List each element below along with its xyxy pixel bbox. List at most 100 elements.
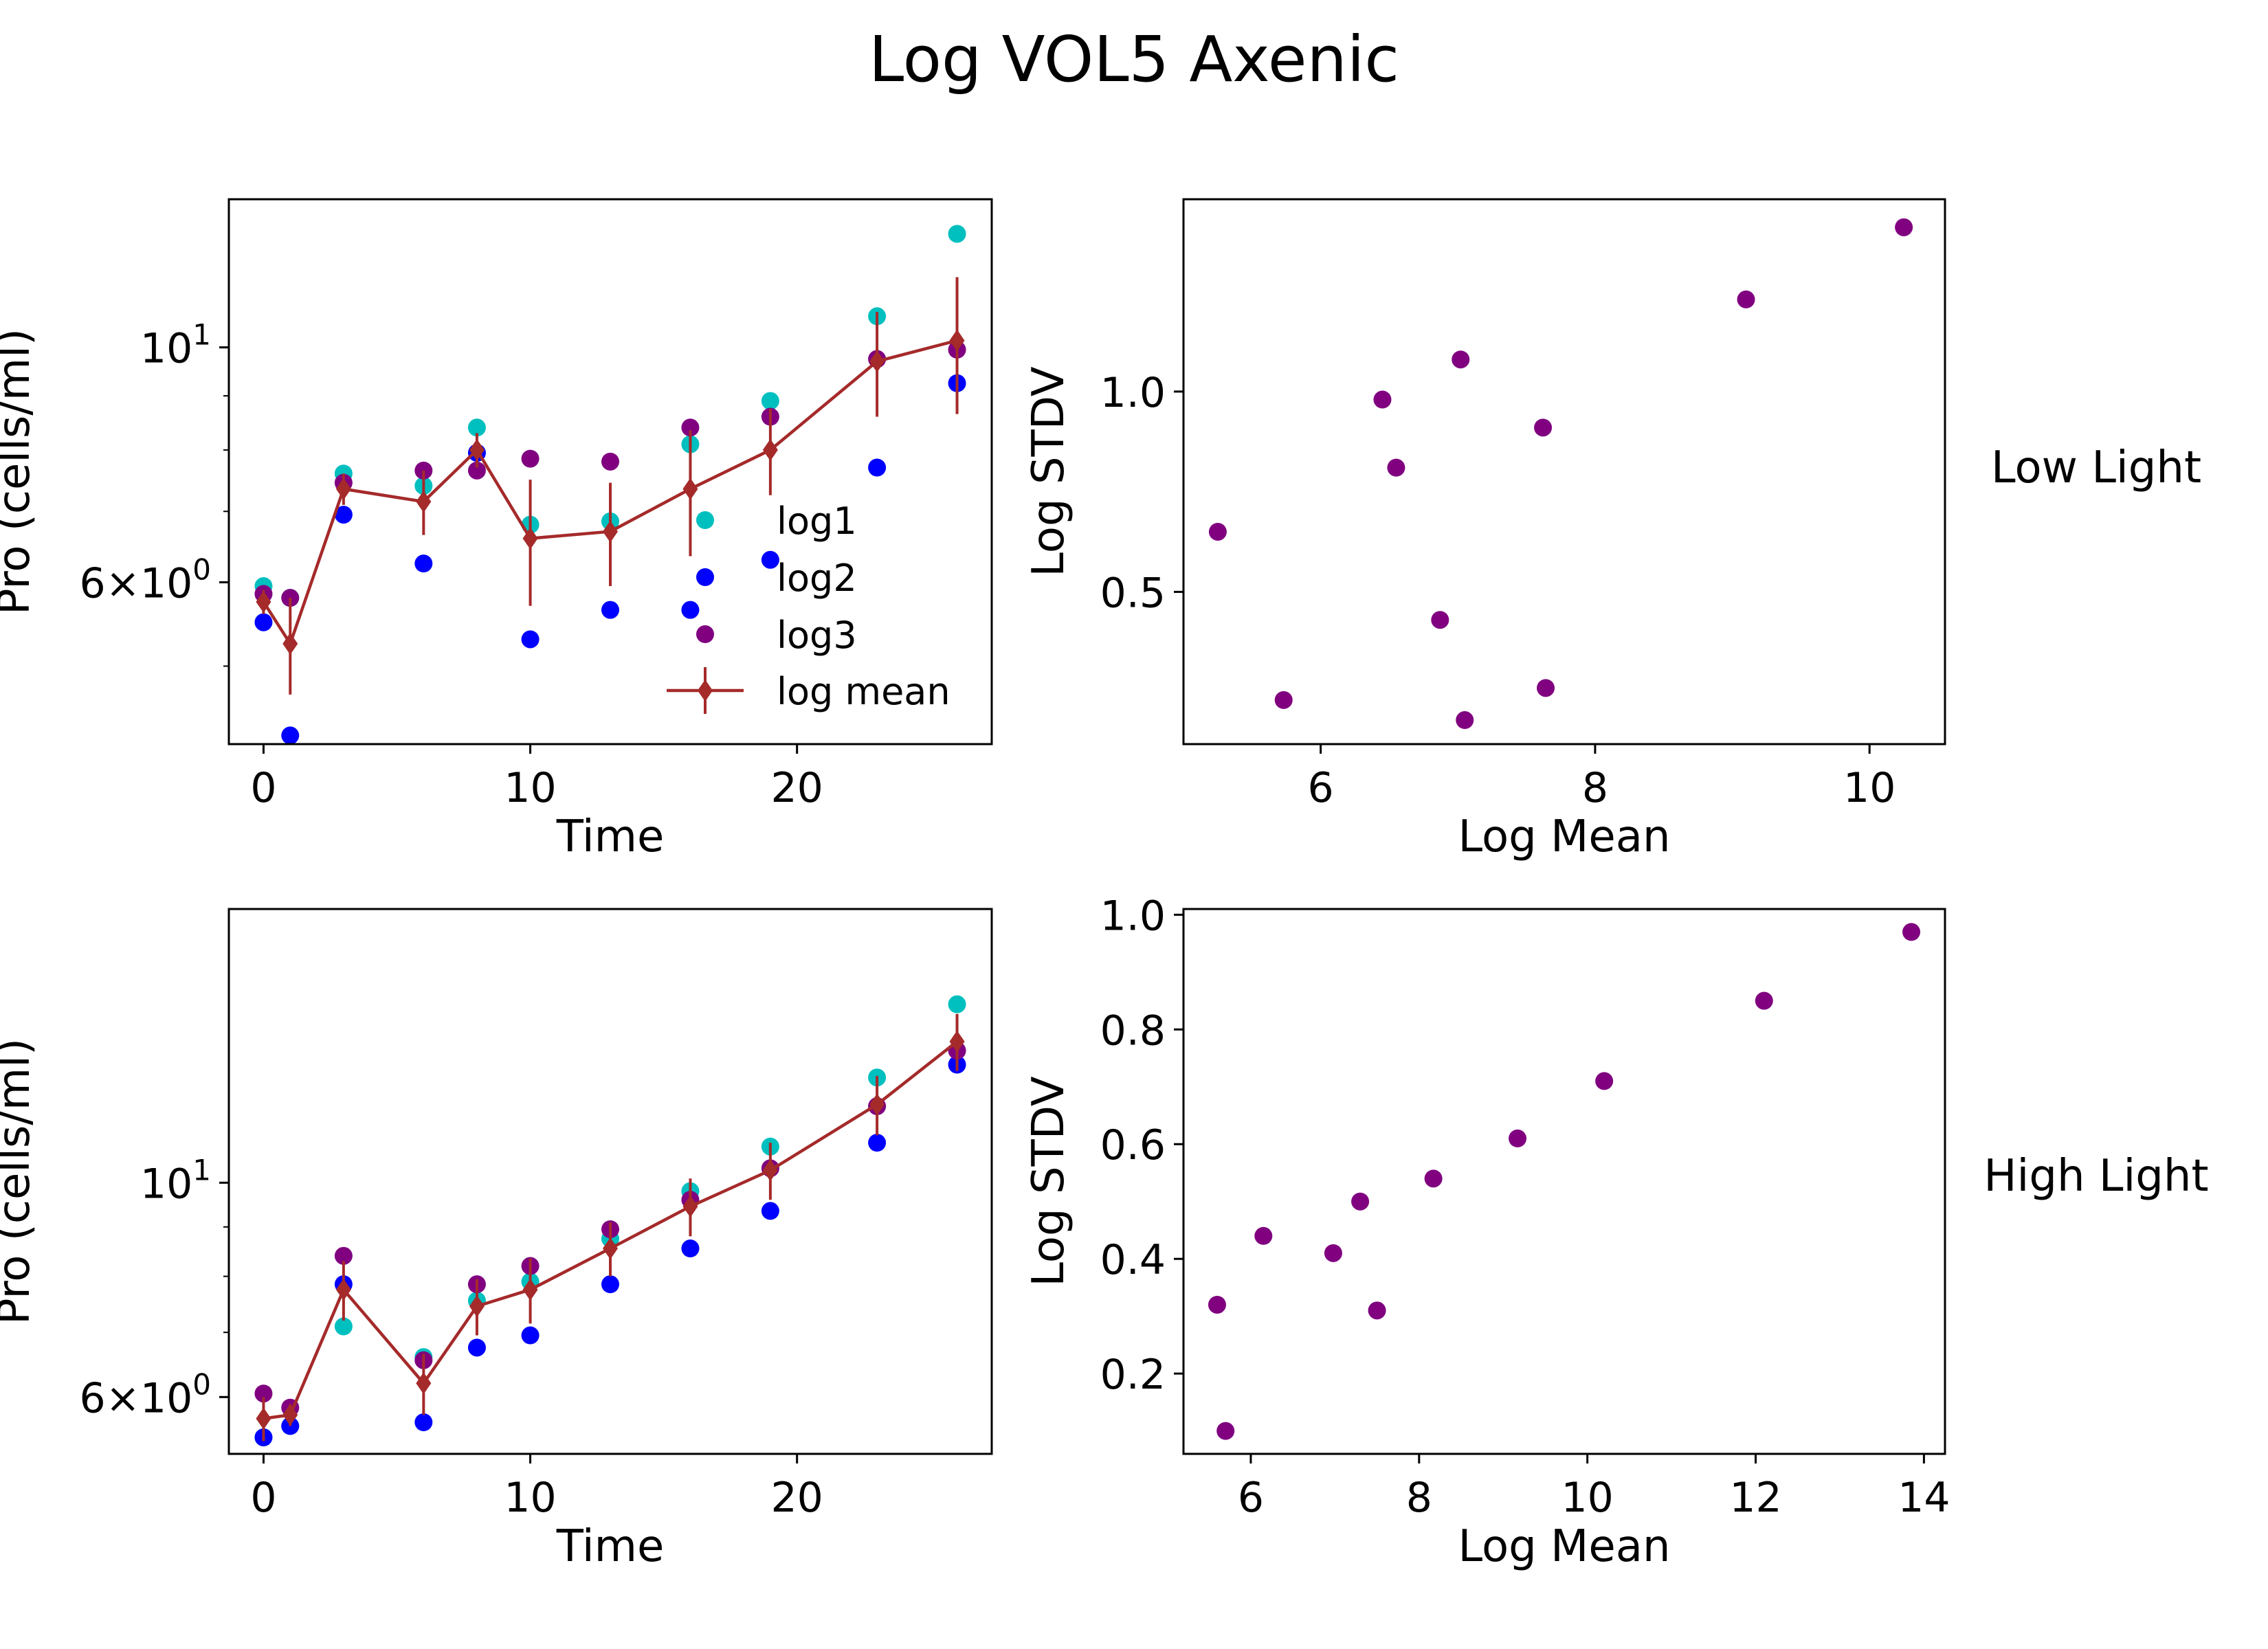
y-tick-label: 0.6 <box>1100 1121 1166 1169</box>
x-tick-label: 10 <box>504 1474 556 1522</box>
axes-frame <box>227 908 993 1455</box>
y-tick-label: 1.0 <box>1100 892 1166 940</box>
x-tick-label: 6 <box>1308 764 1334 812</box>
point-log3 <box>601 452 619 471</box>
point-log2 <box>601 601 619 619</box>
point-log-mean <box>869 350 885 372</box>
point-log-mean <box>469 1295 485 1318</box>
legend-label-log2: log2 <box>777 557 857 600</box>
x-tick-label: 0 <box>250 1474 276 1522</box>
scatter-point <box>1387 458 1405 477</box>
scatter-point <box>1595 1072 1614 1090</box>
figure-title: Log VOL5 Axenic <box>869 23 1399 96</box>
y-tick-label: 101 <box>140 1153 211 1208</box>
point-log-mean <box>682 478 698 500</box>
scatter-point <box>1902 923 1921 941</box>
point-log2 <box>334 506 353 524</box>
high-light-stdv-panel: 6 8 10 12 14 0.2 0.4 0.6 0.8 1.0 Log Mean Log STDV <box>1023 892 1950 1572</box>
point-log-mean <box>256 590 271 613</box>
scatter-point <box>1274 691 1293 709</box>
point-log-mean <box>416 491 432 513</box>
point-log2 <box>868 1134 887 1152</box>
point-log-mean <box>282 632 298 655</box>
point-log2 <box>761 550 779 569</box>
point-log-mean <box>762 438 778 461</box>
point-log1 <box>948 225 966 243</box>
point-log-mean <box>949 1030 965 1053</box>
point-log2 <box>868 458 887 477</box>
point-log-mean <box>762 1159 778 1182</box>
point-log2 <box>281 726 300 744</box>
scatter-point <box>1373 390 1392 409</box>
y-tick-label: 0.2 <box>1100 1351 1166 1399</box>
legend-label-log-mean: log mean <box>777 670 950 713</box>
y-tick-label: 6×100 <box>79 552 211 607</box>
scatter-point <box>1755 991 1773 1010</box>
y-tick-label: 6×100 <box>79 1367 211 1422</box>
x-tick-label: 10 <box>504 764 556 812</box>
legend: log1 log2 log3 log mean <box>667 500 950 714</box>
legend-label-log3: log3 <box>777 614 857 657</box>
point-log-mean <box>869 1093 885 1116</box>
point-log3 <box>681 418 700 437</box>
point-log2 <box>681 601 700 619</box>
y-axis-label: Log STDV <box>1023 1076 1074 1287</box>
scatter-point <box>1737 290 1755 309</box>
point-log1 <box>948 995 966 1013</box>
point-log-mean <box>469 438 485 461</box>
point-log3 <box>521 449 540 468</box>
scatter-point <box>1537 679 1555 697</box>
y-tick-label: 101 <box>140 318 211 373</box>
scatter-point <box>1324 1244 1342 1262</box>
y-axis-label: Pro (cells/ml) <box>0 1038 40 1325</box>
low-light-stdv-panel: 6 8 10 0.5 1.0 Log Mean Log STDV <box>1023 198 1946 862</box>
point-log-mean <box>949 329 965 352</box>
point-log2 <box>414 554 433 573</box>
point-log2 <box>254 613 273 631</box>
x-tick-label: 8 <box>1406 1474 1432 1522</box>
point-log-mean <box>335 1279 351 1301</box>
y-axis-label: Log STDV <box>1023 366 1074 577</box>
point-log-mean <box>282 1404 298 1426</box>
y-tick-label: 0.8 <box>1100 1007 1166 1055</box>
point-log3 <box>334 1246 353 1265</box>
point-log-mean <box>603 520 618 543</box>
x-tick-label: 6 <box>1238 1474 1264 1522</box>
point-log2 <box>681 1239 700 1258</box>
x-axis-label: Log Mean <box>1458 1521 1670 1572</box>
x-tick-label: 8 <box>1582 764 1608 812</box>
x-tick-label: 14 <box>1898 1474 1950 1522</box>
x-tick-label: 12 <box>1729 1474 1781 1522</box>
point-log1 <box>334 1317 353 1336</box>
y-tick-label: 1.0 <box>1100 369 1166 417</box>
x-axis-label: Time <box>556 811 665 862</box>
high-light-time-panel: 0 10 20 101 6×100 Time Pro (cells/ml) <box>0 908 993 1572</box>
point-log-mean <box>522 1279 538 1301</box>
scatter-point <box>1208 1295 1226 1314</box>
row-label-low-light: Low Light <box>1991 442 2201 493</box>
x-axis-label: Log Mean <box>1458 811 1670 862</box>
row-label-high-light: High Light <box>1983 1151 2208 1202</box>
point-log2 <box>521 1326 540 1345</box>
scatter-point <box>1456 711 1474 730</box>
x-tick-label: 10 <box>1843 764 1895 812</box>
point-log-mean <box>256 1407 271 1430</box>
legend-label-log1: log1 <box>777 500 857 543</box>
point-log2 <box>601 1275 619 1294</box>
legend-handle-log1 <box>696 511 714 529</box>
point-log1 <box>467 418 486 437</box>
x-tick-label: 0 <box>250 764 276 812</box>
point-log-mean <box>335 478 351 500</box>
axes-frame <box>1182 908 1946 1455</box>
scatter-point <box>1431 611 1449 629</box>
scatter-point <box>1254 1226 1273 1245</box>
y-tick-label: 0.4 <box>1100 1236 1166 1284</box>
scatter-point <box>1368 1301 1386 1320</box>
y-tick-label: 0.5 <box>1100 569 1166 617</box>
point-log-mean <box>416 1372 432 1395</box>
x-tick-label: 10 <box>1561 1474 1613 1522</box>
y-axis-label: Pro (cells/ml) <box>0 328 40 615</box>
point-log2 <box>521 630 540 649</box>
